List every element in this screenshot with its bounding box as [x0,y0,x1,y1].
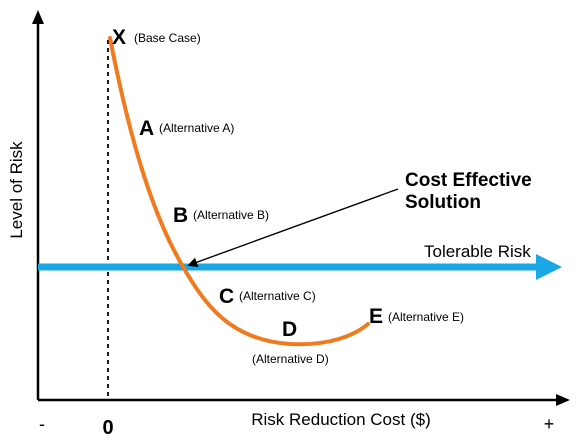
point-e-letter: E [369,305,383,328]
cost-effective-arrow [187,188,399,267]
point-e-caption: (Alternative E) [388,310,464,324]
y-axis-label: Level of Risk [7,141,26,239]
tolerable-risk-arrowhead [536,254,562,280]
point-c-caption: (Alternative C) [239,289,316,303]
point-x-caption: (Base Case) [134,31,201,45]
x-axis-label: Risk Reduction Cost ($) [251,410,431,429]
point-b-caption: (Alternative B) [193,208,269,222]
point-d-caption: (Alternative D) [252,352,329,366]
tolerable-risk-label: Tolerable Risk [424,242,531,261]
point-d-letter: D [282,318,297,341]
point-c-letter: C [219,285,234,308]
x-zero-label: 0 [102,417,113,439]
x-plus-label: + [544,414,555,434]
x-minus-label: - [39,414,45,434]
y-axis-arrowhead [32,10,44,24]
x-axis-arrowhead [556,394,570,406]
point-b-letter: B [173,204,188,227]
risk-curve [108,36,370,347]
callout-line-1: Cost Effective [405,170,532,191]
point-a-letter: A [139,117,154,140]
callout-line-2: Solution [405,192,481,213]
point-a-caption: (Alternative A) [159,121,234,135]
point-x-letter: X [112,26,126,49]
